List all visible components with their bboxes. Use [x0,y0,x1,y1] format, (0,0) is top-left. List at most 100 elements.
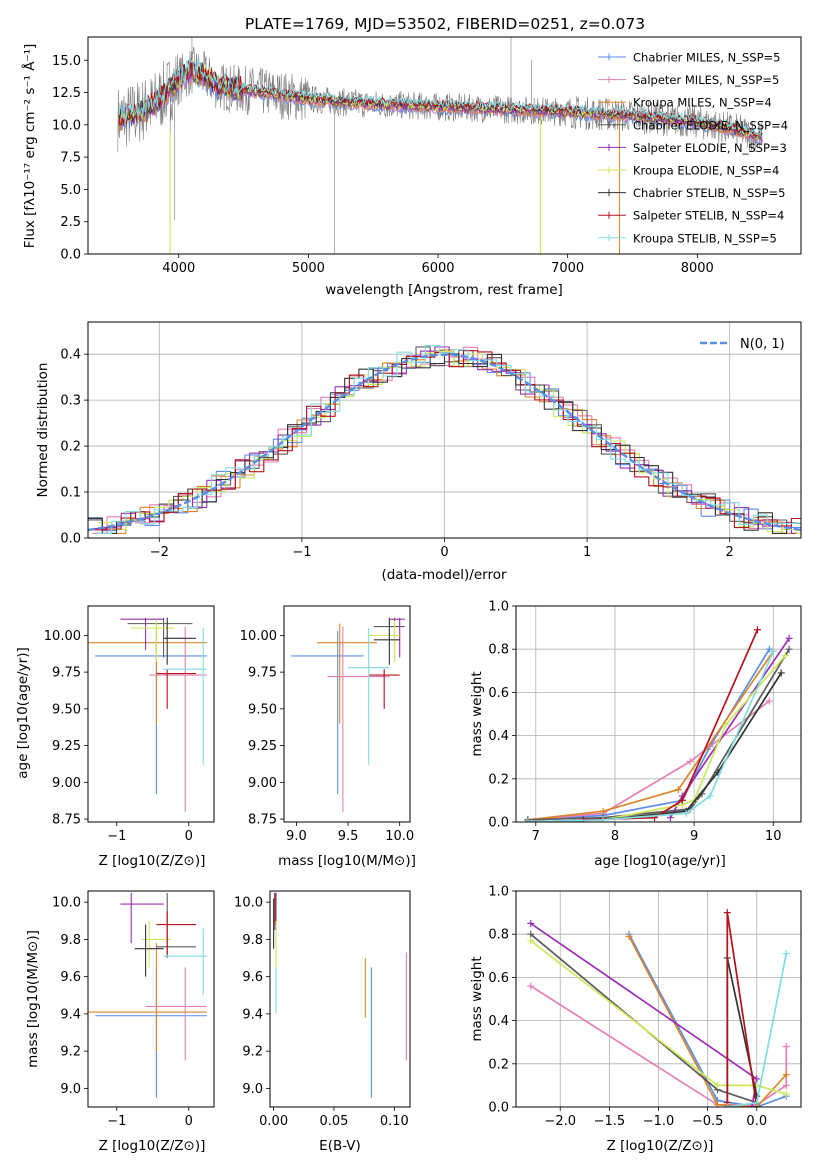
residuals-xtick-label: −1 [292,545,311,560]
weight-marker [785,645,793,653]
weight_vs_Z-xtick-label: −1.5 [594,1114,626,1129]
weight-marker [765,645,773,653]
mass_vs_ebv-ytick-label: 9.6 [242,970,263,985]
age-vs-mass-xlabel: mass [log10(M/M⊙)] [278,853,416,869]
weight-marker [599,816,607,822]
residuals-xtick-label: 2 [726,545,734,560]
residuals-plot [84,321,802,542]
weight-line [669,637,790,819]
weight-marker [524,818,532,822]
weight-marker [625,932,633,940]
legend-label: Kroupa ELODIE, N_SSP=4 [633,164,779,178]
legend-label: Salpeter ELODIE, N_SSP=3 [633,141,787,155]
weight-marker [678,796,686,804]
residuals-xtick-label: 0 [440,545,448,560]
weight-marker [765,697,773,705]
age_vs_mass-xtick-label: 9.5 [338,829,359,844]
weight-marker [674,786,682,794]
age_vs_mass-ytick-label: 9.50 [248,702,277,717]
weight_vs_age-plot-area [516,606,801,822]
residuals-frame [87,321,802,539]
age_vs_mass-ytick-label: 10.00 [240,629,277,644]
weight_vs_age-ytick-label: 0.4 [488,729,509,744]
weight-marker [753,1075,761,1083]
weight_vs_age-ytick-label: 0.6 [488,686,509,701]
spectrum-ytick-label: 2.5 [60,215,81,230]
weight-marker [782,1081,790,1089]
weight-line [527,648,790,821]
weight-line [527,700,770,821]
age_vs_Z-ytick-label: 9.50 [52,702,81,717]
weight_vs_age-frame [515,605,802,823]
age_vs_mass-ytick-label: 9.75 [248,666,277,681]
weight-marker [722,721,730,729]
weight-marker [782,1071,790,1079]
age_vs_Z-xtick-label: −1 [107,829,126,844]
spectrum-xtick-label: 5000 [292,261,325,276]
age_vs_mass-ytick-label: 9.00 [248,776,277,791]
weight-marker [713,1081,721,1089]
mass_vs_Z-ytick-label: 10.0 [52,896,81,911]
weight-marker [782,1090,790,1098]
weight-vs-z-xlabel: Z [log10(Z/Z⊙)] [607,1138,714,1154]
residuals-ytick-label: 0.0 [60,532,81,547]
weight-line [530,940,787,1095]
spectrum-ytick-label: 5.0 [60,183,81,198]
mass_vs_ebv-plot-area [273,892,407,1098]
weight-marker [769,647,777,655]
weight_vs_Z-plot-area [516,891,801,1107]
weight_vs_Z-ytick-label: 0.8 [488,928,509,943]
legend-label: Kroupa STELIB, N_SSP=5 [633,231,777,245]
mass_vs_ebv-xtick-label: 0.00 [259,1114,288,1129]
spectrum-plot [84,36,802,258]
age_vs_Z-ytick-label: 8.75 [52,813,81,828]
residuals-ytick-label: 0.2 [60,440,81,455]
age_vs_mass-xtick-label: 9.0 [286,829,307,844]
weight-marker [723,909,731,917]
mass_vs_ebv-ytick-label: 10.0 [234,896,263,911]
weight-vs-z-ylabel: mass weight [469,956,485,1041]
mass_vs_ebv-xtick-label: 0.05 [319,1114,348,1129]
spectrum-plot-area [117,37,763,254]
weight_vs_Z-ytick-label: 0.0 [488,1101,509,1116]
weight-vs-age-ylabel: mass weight [469,671,485,756]
weight_vs_Z-xtick-label: 0.0 [746,1114,767,1129]
residuals-ytick-label: 0.4 [60,348,81,363]
weight-marker [777,669,785,677]
weight-line [726,911,758,1107]
age_vs_mass-plot-area [291,617,405,812]
legend-normal-label: N(0, 1) [740,337,785,352]
residuals-plot-area [88,322,801,538]
weight_vs_Z-ytick-label: 0.6 [488,971,509,986]
legend-label: Chabrier STELIB, N_SSP=5 [633,186,785,200]
mass_vs_Z-ytick-label: 9.0 [60,1082,81,1097]
ebv-xlabel: E(B-V) [319,1138,361,1154]
weight-marker [599,807,607,815]
weight-marker [785,634,793,642]
weight-marker [753,1099,761,1107]
weight-marker [748,1103,756,1107]
age_vs_Z-frame [87,605,215,823]
weight_vs_age-xtick-label: 8 [611,829,619,844]
weight-marker [782,1043,790,1051]
weight-vs-age-xlabel: age [log10(age/yr)] [594,853,726,869]
age_vs_mass-ytick-label: 9.25 [248,739,277,754]
residual-histogram [92,346,801,534]
weight-line [530,922,758,1107]
mass_vs_ebv-ytick-label: 9.4 [242,1007,263,1022]
weight_vs_age-ytick-label: 0.8 [488,643,509,658]
age_vs_mass-ytick-label: 8.75 [248,813,277,828]
weight_vs_age-ytick-label: 0.2 [488,772,509,787]
residuals-ytick-label: 0.3 [60,394,81,409]
weight_vs_age-xtick-label: 10 [765,829,782,844]
legend-label: Kroupa MILES, N_SSP=4 [633,96,772,110]
weight_vs_Z-ytick-label: 0.4 [488,1014,509,1029]
mass_vs_ebv-xtick-label: 0.10 [380,1114,409,1129]
weight-marker [723,1103,731,1107]
weight_vs_age-plot [512,605,802,826]
residuals-ylabel: Normed distribution [35,363,51,498]
weight_vs_Z-ytick-label: 1.0 [488,885,509,900]
weight-marker [706,792,714,800]
residuals-xlabel: (data-model)/error [381,567,507,583]
